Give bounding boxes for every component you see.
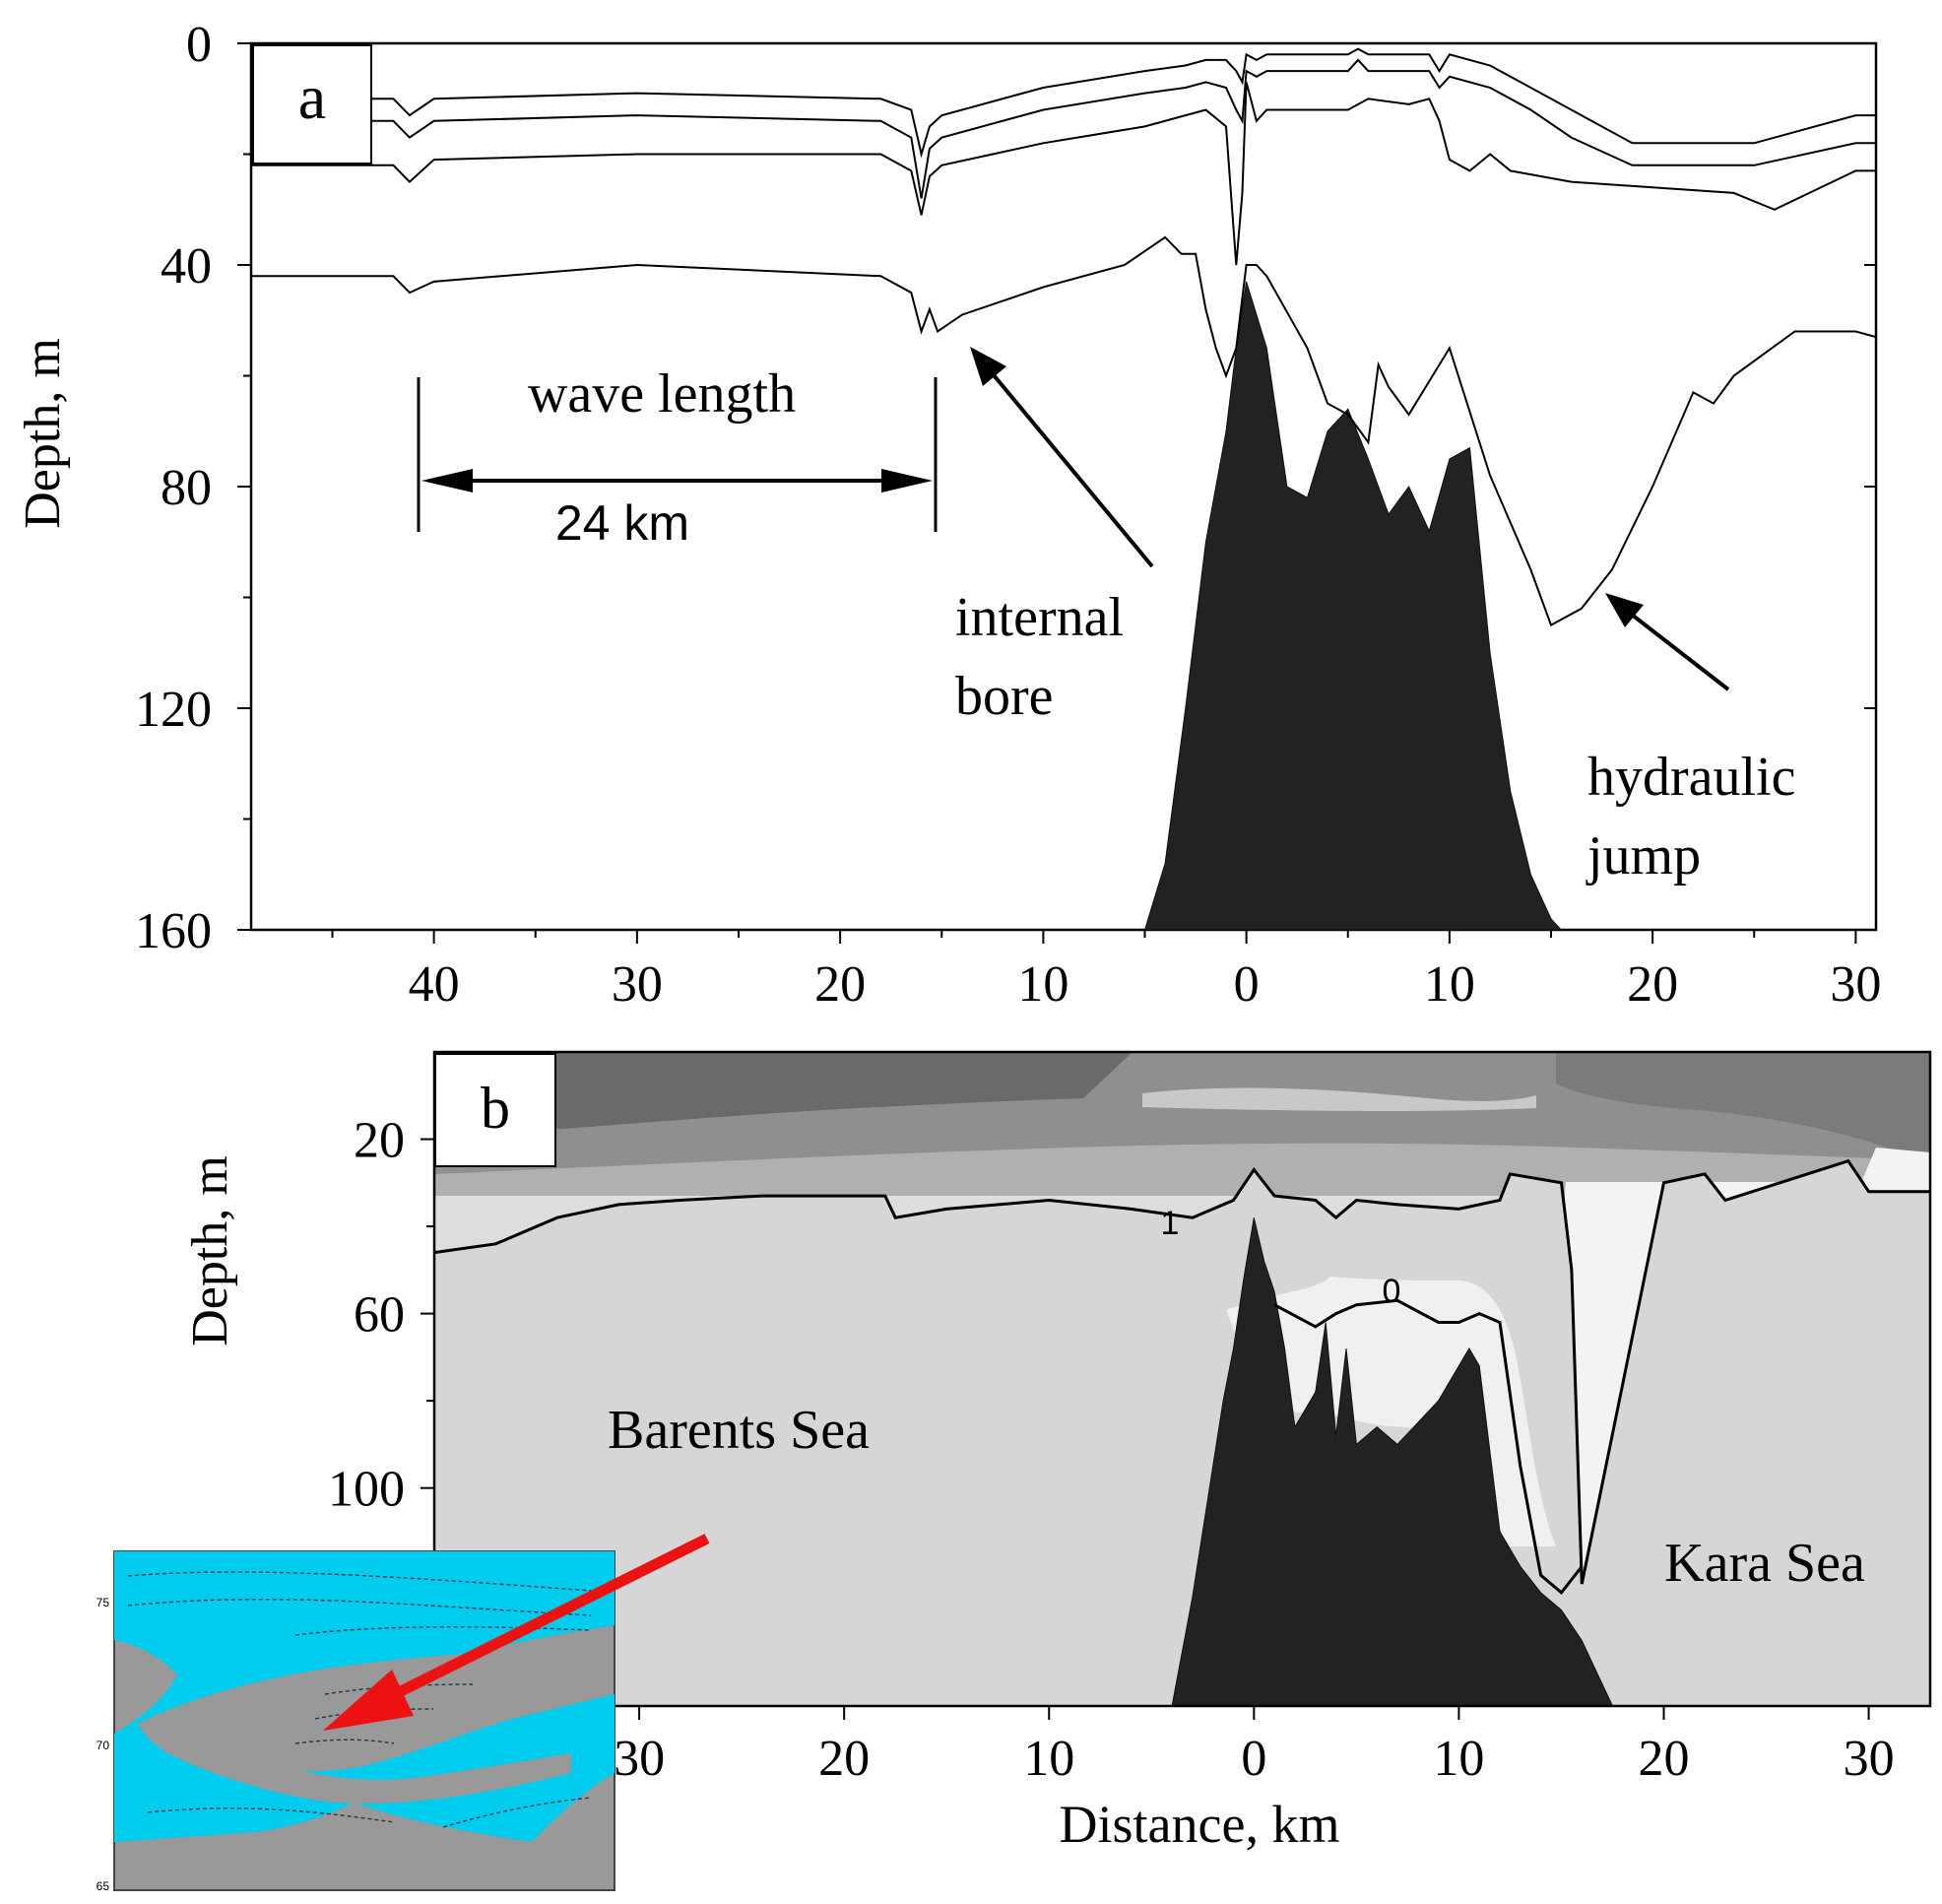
surface-layer-darker-left bbox=[434, 1052, 1133, 1137]
a-x-tick-label: 10 bbox=[1424, 956, 1475, 1013]
a-x-tick-label: 30 bbox=[1830, 956, 1881, 1013]
inset-lat-70: 70 bbox=[97, 1739, 110, 1752]
contour-1-line bbox=[433, 1158, 1930, 1585]
panel-b-seafloor bbox=[1171, 1217, 1614, 1707]
b-x-tick-label: 0 bbox=[1241, 1731, 1266, 1787]
panel-b-frame bbox=[432, 1050, 1932, 1708]
contour-1-label: 1 bbox=[1161, 1205, 1180, 1242]
hydraulic-jump-label-2: jump bbox=[1586, 825, 1701, 886]
wave-length-distance: 24 km bbox=[555, 495, 689, 551]
b-y-tick-label: 60 bbox=[354, 1287, 405, 1344]
panel-a-label: a bbox=[298, 62, 326, 132]
isoline-2 bbox=[251, 58, 1876, 199]
panel-a-isolines bbox=[251, 47, 1877, 627]
a-x-tick-label: 0 bbox=[1234, 956, 1260, 1013]
internal-bore-arrowhead bbox=[970, 347, 1006, 386]
inset-contour-lines bbox=[127, 1571, 592, 1828]
inset-pointer-arrowhead bbox=[323, 1670, 414, 1731]
inset-map: 75 70 65 bbox=[97, 1534, 710, 1893]
contour-0-line bbox=[1273, 1298, 1584, 1596]
inset-lat-65: 65 bbox=[97, 1879, 110, 1893]
panel-a-seafloor bbox=[1143, 281, 1562, 931]
a-x-tick-label: 40 bbox=[409, 956, 460, 1013]
internal-bore-label-2: bore bbox=[955, 666, 1054, 727]
a-x-tick-label: 20 bbox=[1627, 956, 1678, 1013]
hydraulic-jump-arrow bbox=[1621, 606, 1730, 691]
panel-a-label-box bbox=[252, 44, 372, 164]
a-y-tick-label: 80 bbox=[161, 460, 212, 516]
contour-0-region bbox=[1226, 1277, 1556, 1546]
barents-sea-label: Barents Sea bbox=[608, 1400, 870, 1461]
isoline-3 bbox=[251, 82, 1876, 266]
panel-a: 0 40 80 120 160 40 30 20 10 0 10 20 30 a Depth, m wa… bbox=[15, 17, 1881, 1013]
contour-0-label: 0 bbox=[1383, 1273, 1401, 1310]
inset-land-tongue bbox=[138, 1645, 591, 1804]
isoline-1 bbox=[251, 47, 1876, 159]
a-y-tick-label: 0 bbox=[186, 17, 212, 73]
a-x-tick-label: 10 bbox=[1017, 956, 1068, 1013]
panel-a-ylabel: Depth, m bbox=[15, 338, 71, 529]
panel-b-xlabel: Distance, km bbox=[1060, 1795, 1340, 1854]
b-x-tick-label: 10 bbox=[1433, 1731, 1484, 1787]
b-x-tick-label: 30 bbox=[614, 1731, 665, 1787]
a-y-tick-label: 40 bbox=[161, 238, 212, 295]
a-x-tick-label: 20 bbox=[814, 956, 866, 1013]
wave-length-label: wave length bbox=[528, 363, 796, 425]
a-y-tick-label: 120 bbox=[135, 682, 212, 738]
b-x-tick-label: 20 bbox=[1638, 1731, 1689, 1787]
a-x-tick-label: 30 bbox=[612, 956, 663, 1013]
panel-a-ticks: 0 40 80 120 160 40 30 20 10 0 10 20 30 bbox=[135, 17, 1881, 1013]
hydraulic-jump-arrowhead bbox=[1605, 593, 1644, 627]
b-y-tick-label: 20 bbox=[354, 1113, 405, 1169]
kara-sea-label: Kara Sea bbox=[1664, 1533, 1865, 1594]
b-x-tick-label: 30 bbox=[1844, 1731, 1895, 1787]
isoline-4 bbox=[251, 235, 1877, 627]
surface-lighter-streak bbox=[1142, 1087, 1536, 1111]
internal-bore-label-1: internal bbox=[955, 587, 1124, 648]
wave-length-arrowhead-right bbox=[881, 469, 933, 492]
wave-length-arrowhead-left bbox=[421, 469, 473, 492]
panel-a-frame bbox=[249, 41, 1878, 932]
b-x-tick-label: 10 bbox=[1023, 1731, 1074, 1787]
panel-b-label-box bbox=[434, 1053, 556, 1167]
panel-b-ylabel: Depth, m bbox=[182, 1155, 238, 1346]
contour-1-fill bbox=[434, 1160, 1930, 1706]
surface-layer-darker-right bbox=[1556, 1052, 1930, 1167]
hydraulic-jump-label-1: hydraulic bbox=[1587, 747, 1795, 808]
b-y-tick-label: 100 bbox=[328, 1462, 405, 1518]
internal-bore-arrow bbox=[983, 362, 1154, 568]
a-y-tick-label: 160 bbox=[135, 903, 212, 959]
inset-lat-75: 75 bbox=[97, 1596, 110, 1609]
inset-pointer-arrow bbox=[366, 1534, 710, 1712]
panel-b-label: b bbox=[481, 1076, 510, 1141]
panel-b-contours bbox=[433, 1158, 1930, 1596]
b-x-tick-label: 20 bbox=[818, 1731, 870, 1787]
